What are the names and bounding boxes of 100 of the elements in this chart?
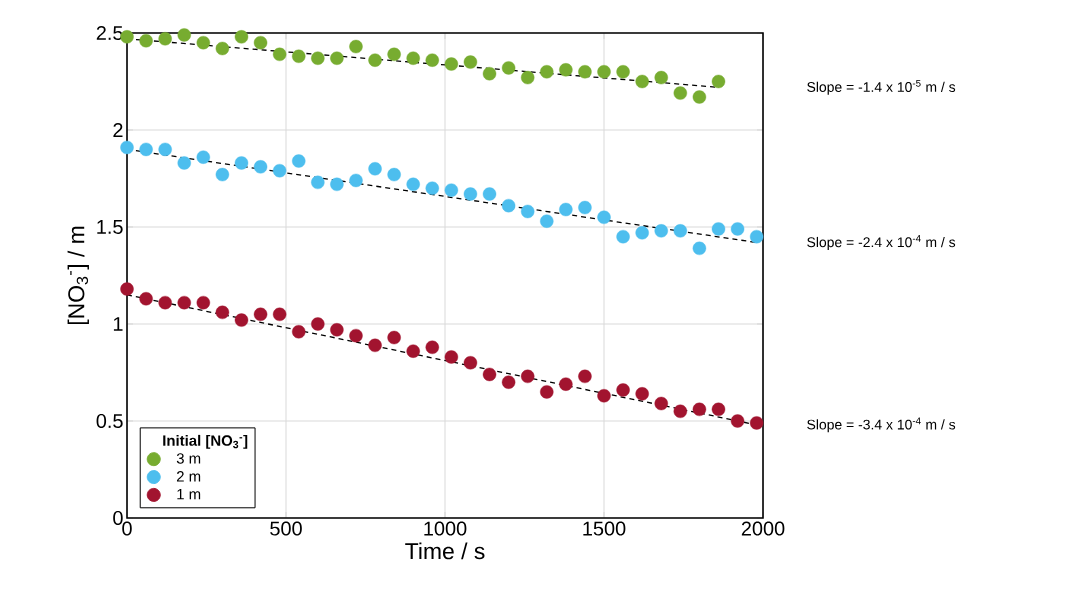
- point: [349, 173, 363, 188]
- point: [635, 226, 649, 240]
- point: [292, 325, 306, 339]
- point: [234, 30, 249, 44]
- point: [177, 28, 191, 42]
- point: [196, 295, 211, 310]
- point: [406, 177, 420, 192]
- y-tick-label: 2: [113, 123, 123, 137]
- point: [139, 292, 153, 306]
- point: [540, 385, 554, 399]
- point: [425, 53, 439, 67]
- point: [482, 187, 497, 201]
- point: [177, 295, 191, 310]
- point: [482, 367, 497, 382]
- point: [292, 154, 306, 168]
- legend-title: Initial [NO$_{3}$$^{-}$]: [163, 434, 248, 449]
- point: [635, 74, 649, 89]
- point: [711, 74, 726, 89]
- point: [177, 156, 191, 170]
- point: [559, 202, 573, 217]
- point: [158, 32, 172, 46]
- point: [578, 65, 592, 79]
- point: [349, 39, 363, 54]
- point: [463, 356, 478, 370]
- point: [368, 162, 382, 176]
- point: [139, 142, 153, 157]
- point: [540, 65, 554, 79]
- point: [311, 317, 325, 331]
- x-tick-label: 2000: [741, 521, 785, 536]
- point: [406, 344, 420, 358]
- point: [463, 55, 478, 69]
- point: [234, 313, 249, 327]
- point: [330, 177, 344, 192]
- x-axis-title: Time / s: [405, 542, 485, 560]
- point: [387, 167, 401, 182]
- point: [425, 181, 439, 195]
- point: [654, 70, 668, 85]
- point: [616, 229, 630, 244]
- point: [559, 63, 573, 77]
- point: [692, 241, 707, 256]
- point: [196, 150, 211, 164]
- point: [540, 214, 554, 228]
- point: [444, 350, 459, 364]
- point: [463, 187, 478, 201]
- point: [253, 160, 268, 174]
- point: [578, 200, 592, 215]
- point: [292, 49, 306, 63]
- point: [120, 140, 134, 155]
- point: [215, 41, 230, 56]
- x-tick-label: 1000: [424, 521, 467, 536]
- point: [597, 389, 611, 403]
- point: [387, 330, 401, 345]
- point: [311, 175, 325, 190]
- point: [654, 224, 668, 238]
- point: [215, 167, 230, 182]
- text: Slope = -2.4 x 10$^{-4}$ m / s: [807, 235, 956, 250]
- point: [749, 416, 764, 430]
- point: [272, 47, 287, 62]
- point: [387, 47, 401, 62]
- point: [597, 210, 611, 224]
- point: [215, 305, 230, 320]
- point: [482, 67, 497, 81]
- point: [330, 323, 344, 337]
- point: [139, 34, 153, 48]
- point: [311, 51, 325, 65]
- point: [673, 86, 688, 100]
- point: [520, 70, 535, 85]
- point: [711, 402, 726, 417]
- x-tick-label: 1500: [583, 521, 626, 536]
- point: [673, 224, 688, 238]
- point: [158, 295, 172, 310]
- text: Slope = -3.4 x 10$^{-4}$ m / s: [807, 417, 956, 433]
- point: [578, 369, 592, 384]
- point: [196, 35, 211, 50]
- point: [253, 307, 268, 321]
- point: [597, 65, 611, 79]
- point: [349, 328, 363, 343]
- point: [692, 90, 707, 104]
- point: [272, 307, 287, 321]
- point: [730, 414, 745, 428]
- point: [368, 53, 382, 67]
- point: [616, 65, 630, 79]
- point: [406, 51, 420, 65]
- legend-label: 2 m: [176, 471, 201, 482]
- y-tick-label: 0: [113, 510, 123, 526]
- point: [444, 183, 459, 197]
- point: [520, 204, 535, 219]
- point: [234, 156, 249, 170]
- y-tick-label: 1.5: [97, 220, 123, 234]
- point: [635, 387, 649, 401]
- point: [520, 369, 535, 384]
- point: [158, 142, 172, 157]
- point: [559, 377, 573, 391]
- legend-label: 3 m: [176, 453, 201, 464]
- text: Slope = -1.4 x 10$^{-5}$ m / s: [807, 79, 956, 95]
- point: [654, 396, 668, 411]
- point: [616, 383, 630, 397]
- x-tick-label: 500: [270, 521, 302, 536]
- point: [368, 338, 382, 353]
- point: [711, 222, 726, 236]
